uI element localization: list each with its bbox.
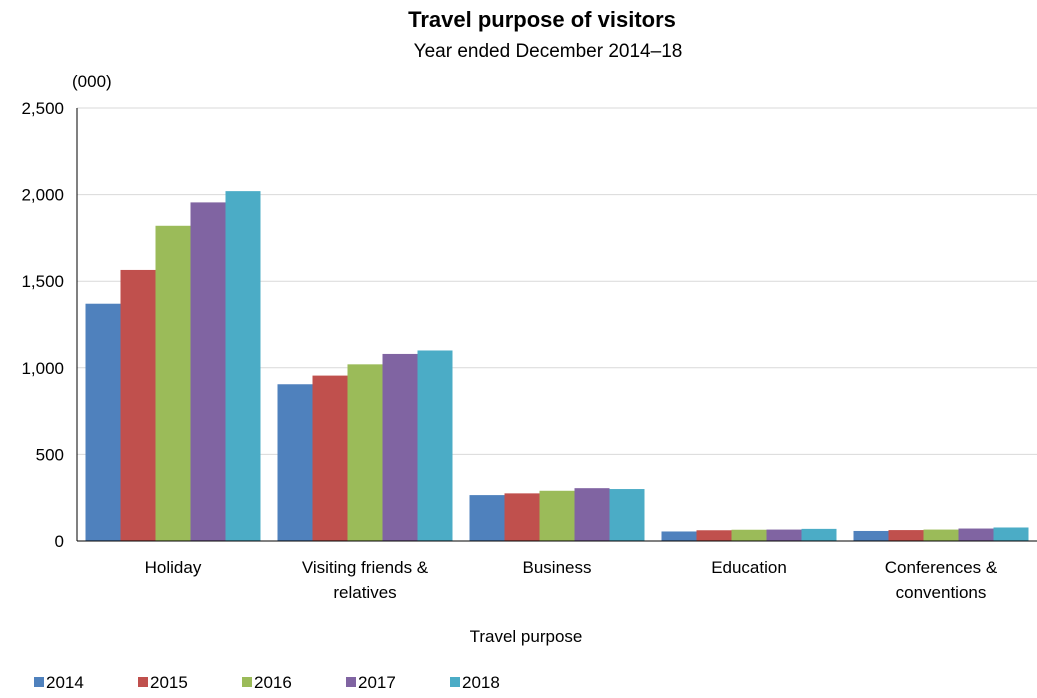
y-tick-label: 2,000: [21, 186, 64, 205]
bar-2015-2: [504, 493, 540, 541]
chart-title: Travel purpose of visitors: [408, 7, 676, 32]
legend-swatch-2018: [450, 677, 460, 687]
bar-2016-0: [155, 225, 191, 541]
bar-2017-0: [190, 202, 226, 542]
bar-2017-2: [574, 488, 610, 541]
legend-label-2017: 2017: [358, 673, 396, 692]
x-tick-labels: Holiday Visiting friends & relatives Busine…: [145, 558, 998, 602]
x-tick-label: relatives: [333, 583, 396, 602]
y-tick-label: 1,000: [21, 359, 64, 378]
bar-2018-3: [801, 528, 837, 541]
axes: [76, 108, 1037, 542]
x-tick-label: Business: [523, 558, 592, 577]
bar-2014-3: [661, 531, 697, 541]
bar-2018-2: [609, 489, 645, 541]
legend-label-2016: 2016: [254, 673, 292, 692]
bar-2014-0: [85, 303, 121, 541]
bars: [85, 191, 1029, 542]
bar-2016-2: [539, 490, 575, 541]
y-tick-label: 1,500: [21, 272, 64, 291]
x-tick-label: Visiting friends &: [302, 558, 429, 577]
bar-2014-2: [469, 495, 505, 541]
bar-2018-1: [417, 350, 453, 541]
y-tick-label: 2,500: [21, 99, 64, 118]
bar-2018-4: [993, 527, 1029, 541]
x-tick-label: Holiday: [145, 558, 202, 577]
legend-label-2018: 2018: [462, 673, 500, 692]
bar-2014-4: [853, 530, 889, 541]
y-tick-label: 0: [55, 532, 64, 551]
legend-swatch-2014: [34, 677, 44, 687]
legend: 2014 2015 2016 2017 2018: [34, 673, 500, 692]
bar-2014-1: [277, 384, 313, 541]
legend-label-2015: 2015: [150, 673, 188, 692]
legend-swatch-2016: [242, 677, 252, 687]
bar-2015-0: [120, 269, 156, 541]
bar-2017-4: [958, 528, 994, 541]
bar-2016-3: [731, 529, 767, 541]
legend-label-2014: 2014: [46, 673, 84, 692]
y-tick-label: 500: [36, 445, 64, 464]
bar-2016-1: [347, 364, 383, 541]
legend-swatch-2017: [346, 677, 356, 687]
bar-2015-4: [888, 530, 924, 541]
y-axis-unit-label: (000): [72, 72, 112, 91]
bar-2017-3: [766, 529, 802, 541]
bar-2016-4: [923, 529, 959, 541]
x-tick-label: Conferences &: [885, 558, 998, 577]
bar-2015-1: [312, 375, 348, 541]
legend-swatch-2015: [138, 677, 148, 687]
bar-2017-1: [382, 353, 418, 541]
x-tick-label: conventions: [896, 583, 987, 602]
x-axis-title: Travel purpose: [470, 627, 583, 646]
x-tick-label: Education: [711, 558, 787, 577]
bar-2018-0: [225, 191, 261, 542]
chart-subtitle: Year ended December 2014–18: [414, 41, 683, 62]
y-tick-labels: 0 500 1,000 1,500 2,000 2,500: [21, 99, 64, 551]
bar-2015-3: [696, 530, 732, 541]
